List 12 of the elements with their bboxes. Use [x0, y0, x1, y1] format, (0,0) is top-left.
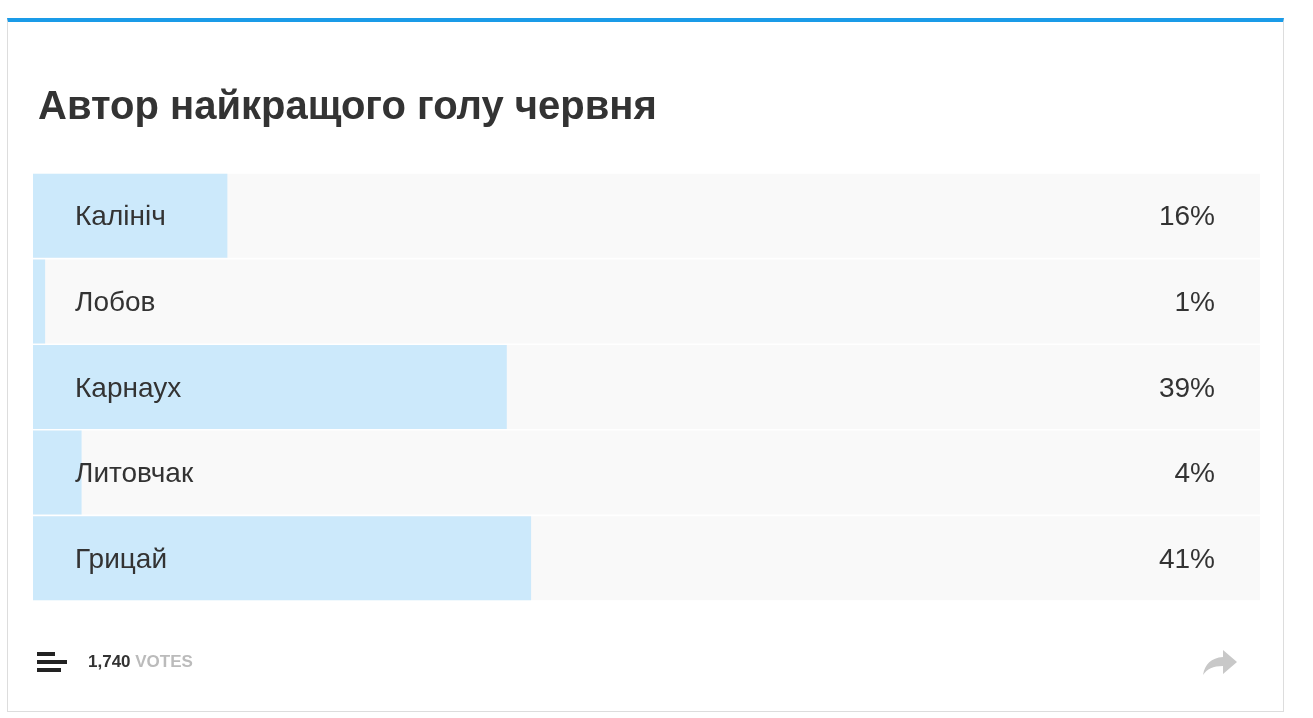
- text: 1,740 VOTES: [88, 652, 193, 671]
- data-label: 41%: [1158, 542, 1215, 574]
- data-label: 4%: [1174, 457, 1215, 489]
- y-tick-label: Калініч: [75, 200, 166, 232]
- y-tick-label: Лобов: [75, 285, 156, 317]
- data-label: 1%: [1174, 285, 1215, 317]
- y-tick-label: Литовчак: [75, 457, 194, 489]
- chart-title: Автор найкращого голу червня: [38, 83, 657, 127]
- y-tick-label: Карнаух: [75, 371, 182, 403]
- data-label: 16%: [1158, 200, 1215, 232]
- y-tick-label: Грицай: [75, 542, 168, 574]
- data-label: 39%: [1158, 371, 1215, 403]
